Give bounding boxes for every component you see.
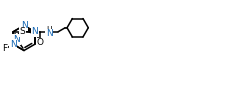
Text: O: O: [37, 38, 44, 47]
Text: N: N: [21, 21, 27, 30]
Text: N: N: [10, 40, 16, 49]
Text: N: N: [13, 35, 20, 44]
Text: S: S: [19, 27, 25, 36]
Text: N: N: [31, 27, 38, 36]
Text: H: H: [46, 26, 52, 35]
Text: F: F: [2, 44, 7, 53]
Text: N: N: [46, 29, 52, 38]
